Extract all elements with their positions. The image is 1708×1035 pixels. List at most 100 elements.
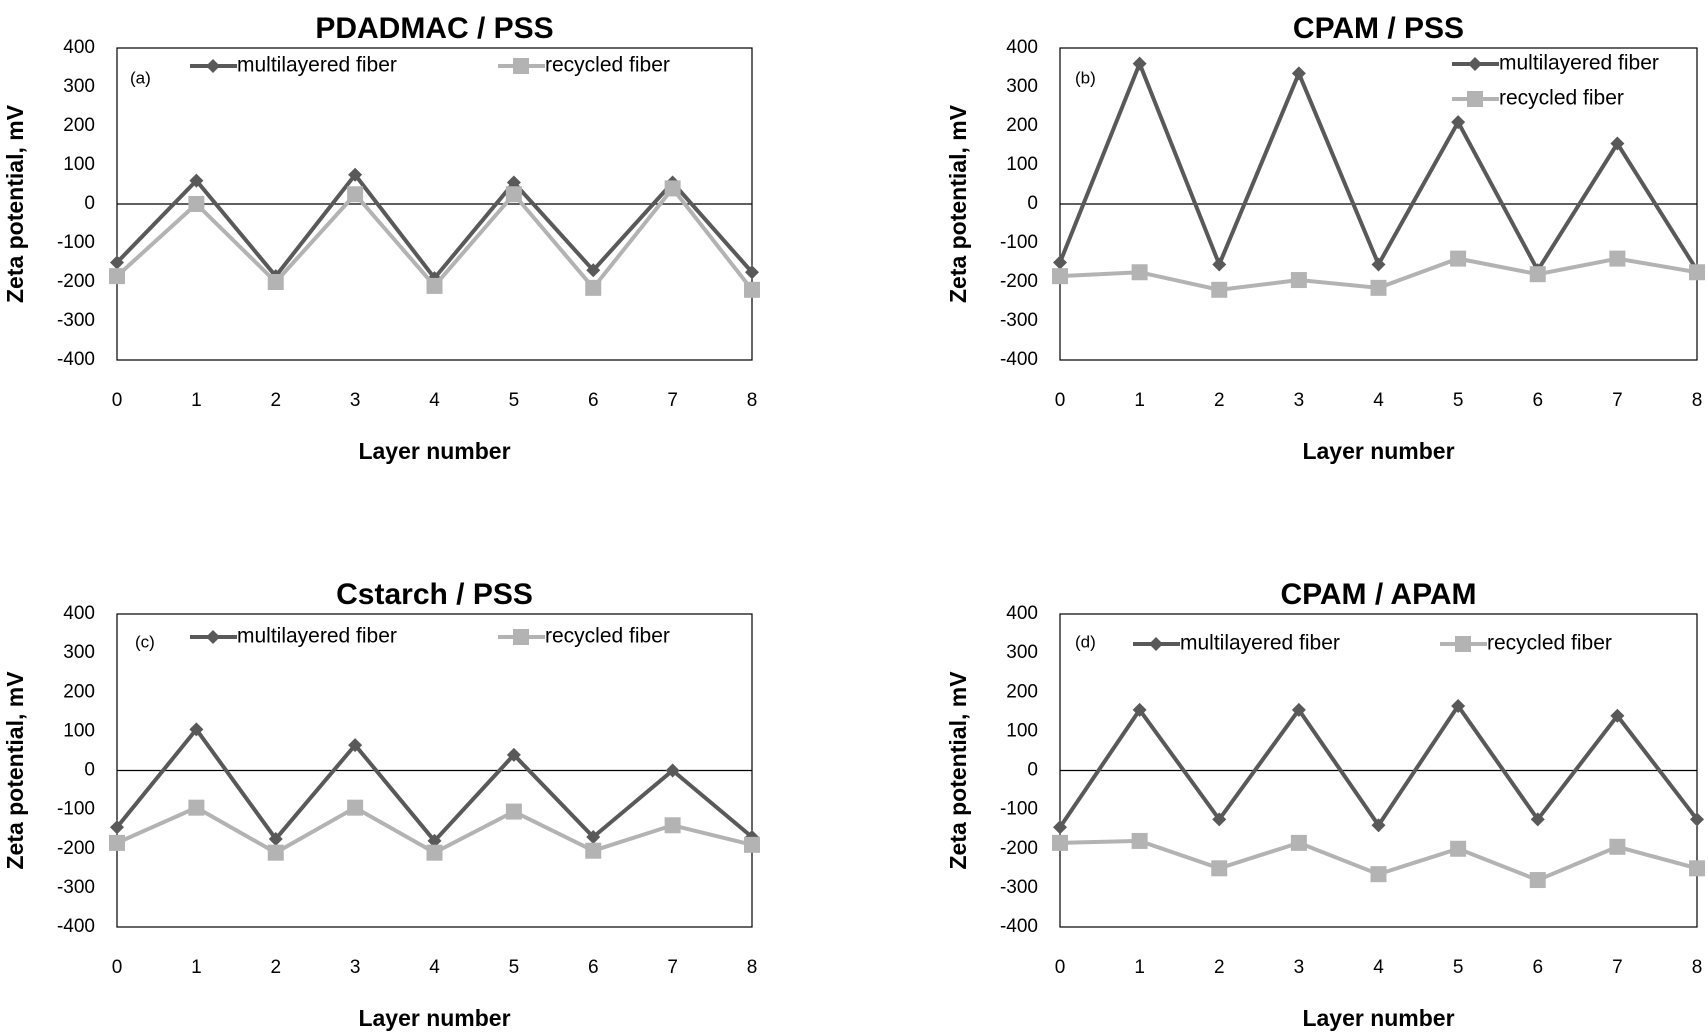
data-point — [1291, 702, 1306, 717]
y-tick-label: -200 — [57, 838, 95, 859]
x-tick-label: 5 — [509, 390, 520, 411]
data-point — [1451, 115, 1466, 130]
x-tick-label: 6 — [588, 390, 599, 411]
legend-marker — [1149, 637, 1163, 651]
chart-title: Cstarch / PSS — [336, 578, 533, 611]
data-point — [1132, 56, 1147, 71]
data-point — [585, 842, 602, 859]
data-point — [1212, 257, 1227, 272]
data-point — [1212, 812, 1227, 827]
y-tick-label: -200 — [57, 271, 95, 292]
x-tick-label: 7 — [667, 957, 678, 978]
x-tick-label: 4 — [429, 390, 440, 411]
data-point — [1132, 702, 1147, 717]
legend-label: recycled fiber — [545, 54, 670, 77]
y-tick-label: 400 — [63, 37, 95, 58]
data-point — [1052, 834, 1068, 851]
data-point — [1053, 255, 1067, 270]
y-tick-label: -400 — [57, 916, 95, 937]
data-point — [110, 820, 124, 835]
legend-label: multilayered fiber — [1499, 52, 1659, 75]
x-tick-label: 8 — [1692, 390, 1703, 411]
y-tick-label: 100 — [1006, 154, 1038, 175]
x-tick-label: 5 — [1453, 390, 1464, 411]
data-point — [1290, 834, 1307, 851]
x-tick-label: 4 — [429, 957, 440, 978]
x-tick-label: 8 — [747, 957, 758, 978]
data-point — [1291, 66, 1306, 81]
y-tick-label: 400 — [63, 603, 95, 624]
y-tick-label: 400 — [1006, 37, 1038, 58]
data-point — [109, 268, 125, 285]
panel-tag: (b) — [1075, 68, 1096, 87]
legend-label: recycled fiber — [545, 625, 670, 648]
y-tick-label: 300 — [1006, 76, 1038, 97]
y-tick-label: -100 — [1000, 799, 1038, 820]
y-tick-label: 0 — [84, 760, 95, 781]
x-tick-label: 5 — [1453, 957, 1464, 978]
data-point — [1370, 279, 1387, 296]
data-point — [1450, 250, 1467, 267]
data-point — [664, 817, 681, 834]
x-tick-label: 7 — [1612, 390, 1623, 411]
x-axis-label: Layer number — [358, 1005, 510, 1031]
x-tick-label: 3 — [350, 390, 361, 411]
x-tick-label: 2 — [1214, 390, 1225, 411]
x-tick-label: 6 — [1532, 390, 1543, 411]
y-tick-label: 200 — [63, 115, 95, 136]
y-axis-label: Zeta potential, mV — [945, 104, 971, 303]
data-point — [1370, 866, 1387, 883]
data-point — [268, 831, 283, 846]
legend-label: multilayered fiber — [237, 54, 397, 77]
legend-marker — [1455, 636, 1471, 652]
y-tick-label: 100 — [63, 154, 95, 175]
data-point — [427, 833, 442, 848]
x-tick-label: 6 — [1532, 957, 1543, 978]
chart-panel-2: CPAM / PSS 400 300 200 100 0 -100 -200 -300 -400 0… — [945, 12, 1705, 464]
data-point — [586, 263, 601, 278]
legend-marker — [513, 58, 529, 74]
data-point — [267, 844, 284, 861]
data-point — [426, 844, 443, 861]
y-tick-label: -300 — [1000, 310, 1038, 331]
data-point — [426, 277, 443, 294]
y-tick-label: 200 — [1006, 115, 1038, 136]
y-tick-label: 300 — [63, 642, 95, 663]
y-tick-label: 100 — [1006, 720, 1038, 741]
x-axis-label: Layer number — [1302, 1005, 1454, 1031]
data-point — [1609, 838, 1626, 855]
x-axis-label: Layer number — [1302, 438, 1454, 464]
y-tick-label: -400 — [1000, 916, 1038, 937]
data-point — [109, 834, 125, 851]
x-tick-label: 0 — [112, 390, 123, 411]
panel-tag: (d) — [1075, 632, 1096, 651]
data-point — [1451, 698, 1466, 713]
data-point — [1371, 818, 1386, 833]
x-tick-label: 1 — [1134, 390, 1145, 411]
data-point — [585, 279, 602, 296]
x-tick-label: 1 — [1134, 957, 1145, 978]
data-point — [1609, 250, 1626, 267]
data-point — [1131, 264, 1148, 281]
data-point — [1052, 268, 1068, 285]
x-tick-label: 1 — [191, 957, 202, 978]
legend-label: recycled fiber — [1487, 632, 1612, 655]
panel-tag: (a) — [130, 68, 151, 87]
chart-panel-3: Cstarch / PSS 400 300 200 100 0 -100 -200 -300 -4… — [2, 578, 760, 1031]
data-point — [744, 281, 760, 298]
chart-panel-4: CPAM / APAM 400 300 200 100 0 -100 -200 -300 -400… — [945, 578, 1705, 1031]
y-axis-label: Zeta potential, mV — [2, 104, 28, 303]
data-point — [745, 265, 759, 280]
data-point — [506, 175, 521, 190]
data-point — [1689, 264, 1705, 281]
y-tick-label: -100 — [1000, 232, 1038, 253]
legend-marker — [206, 630, 220, 644]
y-tick-label: -400 — [1000, 349, 1038, 370]
y-tick-label: 0 — [1027, 760, 1038, 781]
chart-panel-1: PDADMAC / PSS 400 300 200 100 0 -100 -200 -300 -4… — [2, 12, 760, 464]
series-line-multilayered — [115, 171, 754, 282]
legend-label: multilayered fiber — [1180, 632, 1340, 655]
y-tick-label: -200 — [1000, 271, 1038, 292]
data-point — [110, 255, 124, 270]
